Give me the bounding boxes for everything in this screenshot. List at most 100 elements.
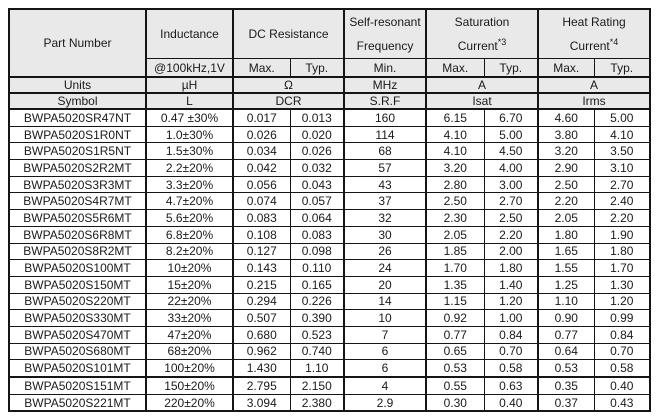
value-cell: 1.40 [483,275,539,294]
value-cell: 0.680 [232,325,291,344]
header-inductance: Inductance [145,8,234,59]
value-cell: 0.056 [232,175,291,194]
header-dc-resistance: DC Resistance [232,8,345,59]
value-cell: 2.05 [425,225,485,244]
value-cell: 2.9 [343,393,427,412]
value-cell: 1.20 [593,292,651,311]
value-cell: 2.20 [593,209,651,227]
value-cell: 1.65 [537,242,595,261]
units-dcr: Ω [232,76,345,94]
part-number-cell: BWPA5020S220MT [8,292,147,311]
part-number-cell: BWPA5020S101MT [8,359,147,378]
inductor-spec-table: Part Number Inductance DC Resistance Sel… [8,8,652,413]
value-cell: 0.110 [289,259,345,277]
value-cell: 0.020 [289,125,345,144]
value-cell: 0.740 [289,342,345,361]
value-cell: 4.00 [483,159,539,177]
value-cell: 0.30 [425,393,485,412]
table-row: BWPA5020S151MT 150±20% 2.795 2.150 4 0.55 0.63… [8,375,651,395]
value-cell: 0.40 [593,375,651,395]
value-cell: 0.083 [289,225,345,244]
value-cell: 220±20% [145,393,234,412]
value-cell: 1.20 [483,292,539,311]
header-part-number: Part Number [8,8,147,78]
value-cell: 0.098 [289,242,345,261]
value-cell: 0.032 [289,159,345,177]
value-cell: 2.50 [537,175,595,194]
value-cell: 1.10 [289,359,345,378]
header-isat-typ: Typ. [483,58,539,78]
value-cell: 5.00 [483,125,539,144]
value-cell: 4 [343,375,427,395]
header-row-main: Part Number Inductance DC Resistance Sel… [8,8,651,78]
value-cell: 14 [343,292,427,311]
value-cell: 1.90 [593,225,651,244]
value-cell: 0.226 [289,292,345,311]
value-cell: 2.50 [425,192,485,211]
value-cell: 5.6±20% [145,209,234,227]
value-cell: 8.2±20% [145,242,234,261]
value-cell: 3.50 [593,142,651,161]
value-cell: 4.10 [425,142,485,161]
value-cell: 7 [343,325,427,344]
value-cell: 10 [343,309,427,327]
value-cell: 57 [343,159,427,177]
symbol-srf: S.R.F [343,92,427,110]
value-cell: 2.2±20% [145,159,234,177]
header-row-sub: @100kHz,1V Max. Typ. Min. Max. Typ. Max.… [9,58,651,78]
value-cell: 0.026 [232,125,291,144]
value-cell: 1.10 [537,292,595,311]
header-dcr-max: Max. [232,58,291,78]
value-cell: 0.074 [232,192,291,211]
value-cell: 100±20% [145,359,234,378]
value-cell: 10±20% [145,259,234,277]
table-row: BWPA5020SR47NT 0.47 ±30% 0.017 0.013 160 6.15… [8,108,651,127]
symbol-inductance: L [145,92,234,110]
value-cell: 3.80 [537,125,595,144]
units-inductance: µH [145,76,234,94]
value-cell: 0.35 [537,375,595,395]
value-cell: 4.10 [593,125,651,144]
value-cell: 1.80 [593,242,651,261]
value-cell: 6 [343,342,427,361]
header-saturation-line1: Saturation [454,15,510,29]
value-cell: 37 [343,192,427,211]
value-cell: 1.15 [425,292,485,311]
part-number-cell: BWPA5020S221MT [8,393,147,412]
value-cell: 2.20 [483,225,539,244]
part-number-cell: BWPA5020S8R2MT [8,242,147,261]
symbol-irms: Irms [537,92,651,110]
table-row: BWPA5020S101MT 100±20% 1.430 1.10 6 0.53 0.58 0… [8,359,651,378]
value-cell: 0.507 [232,309,291,327]
value-cell: 3.20 [537,142,595,161]
value-cell: 1.430 [232,359,291,378]
value-cell: 0.84 [593,325,651,344]
value-cell: 1.70 [425,259,485,277]
part-number-cell: BWPA5020S470MT [8,325,147,344]
value-cell: 4.50 [483,142,539,161]
value-cell: 6.70 [483,108,539,127]
part-number-cell: BWPA5020S680MT [8,342,147,361]
value-cell: 0.294 [232,292,291,311]
value-cell: 68±20% [145,342,234,361]
value-cell: 2.795 [232,375,291,395]
header-saturation-current: Saturation Current*3 [424,8,539,59]
value-cell: 0.47 ±30% [145,108,234,127]
part-number-cell: BWPA5020S6R8MT [8,225,147,244]
value-cell: 20 [343,275,427,294]
part-number-cell: BWPA5020S5R6MT [8,209,147,227]
value-cell: 32 [343,209,427,227]
value-cell: 1.85 [425,242,485,261]
value-cell: 3.094 [232,393,291,412]
header-self-resonant-line2: Frequency [356,39,414,53]
value-cell: 0.962 [232,342,291,361]
value-cell: 2.80 [425,175,485,194]
table-row: BWPA5020S150MT 15±20% 0.215 0.165 20 1.35 1.40… [8,275,651,294]
value-cell: 0.108 [232,225,291,244]
value-cell: 33±20% [145,309,234,327]
table-row: BWPA5020S5R6MT 5.6±20% 0.083 0.064 32 2.30 2.5… [8,209,651,227]
value-cell: 47±20% [145,325,234,344]
value-cell: 1.0±30% [145,125,234,144]
units-label: Units [8,76,147,94]
value-cell: 2.70 [483,192,539,211]
